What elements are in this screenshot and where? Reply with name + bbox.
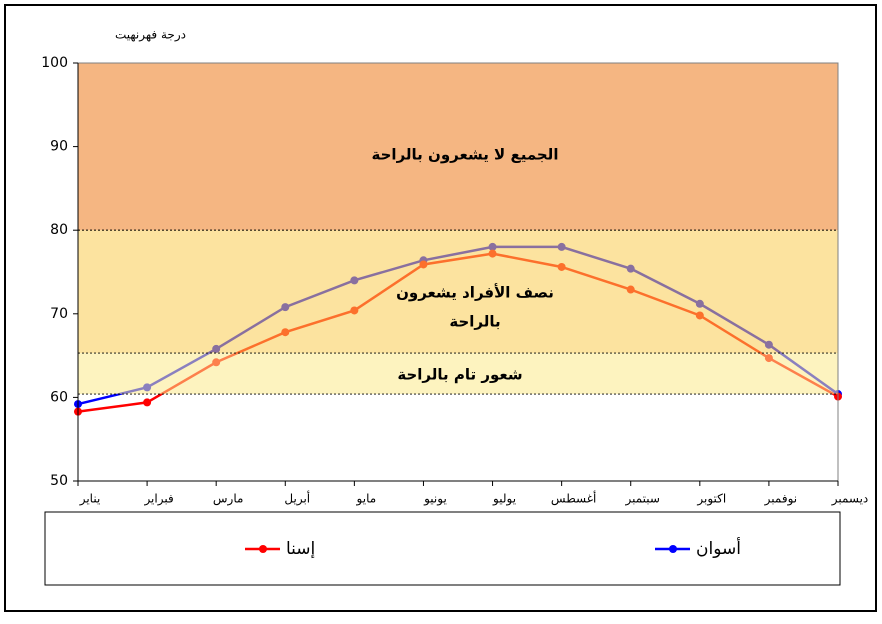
band-label: شعور تام بالراحة: [397, 366, 522, 384]
legend-box: [44, 511, 841, 586]
x-tick-label: فبراير: [143, 492, 173, 507]
marker: [143, 398, 152, 407]
y-tick-label: 70: [50, 306, 68, 322]
legend-label: إسنا: [286, 539, 315, 559]
x-tick-label: اكتوبر: [696, 492, 726, 507]
x-tick-label: يوليو: [492, 492, 516, 507]
legend-marker: [259, 545, 267, 553]
y-tick-label: 90: [50, 139, 68, 155]
comfort-band: [78, 63, 838, 231]
legend-label: أسوان: [696, 537, 741, 559]
x-tick-label: يناير: [79, 492, 101, 507]
x-tick-label: ديسمبر: [831, 492, 869, 507]
band-label: بالراحة: [449, 313, 500, 331]
x-tick-label: يونيو: [423, 492, 447, 507]
x-tick-label: نوفمبر: [764, 492, 797, 507]
y-tick-label: 100: [41, 55, 68, 71]
y-tick-label: 50: [50, 473, 68, 489]
comfort-band: [78, 230, 838, 354]
comfort-band: [78, 353, 838, 395]
band-label: نصف الأفراد يشعرون: [396, 284, 554, 302]
x-tick-label: أبريل: [284, 491, 310, 507]
y-axis-label: درجة فهرنهيت: [115, 28, 186, 43]
band-label: الجميع لا يشعرون بالراحة: [372, 146, 559, 164]
x-tick-label: مارس: [213, 492, 244, 507]
legend-marker: [669, 545, 677, 553]
y-tick-label: 60: [50, 389, 68, 405]
y-tick-label: 80: [50, 222, 68, 238]
x-tick-label: مايو: [356, 492, 377, 507]
x-tick-label: سبتمبر: [624, 492, 659, 507]
x-tick-label: أغسطس: [551, 491, 596, 507]
